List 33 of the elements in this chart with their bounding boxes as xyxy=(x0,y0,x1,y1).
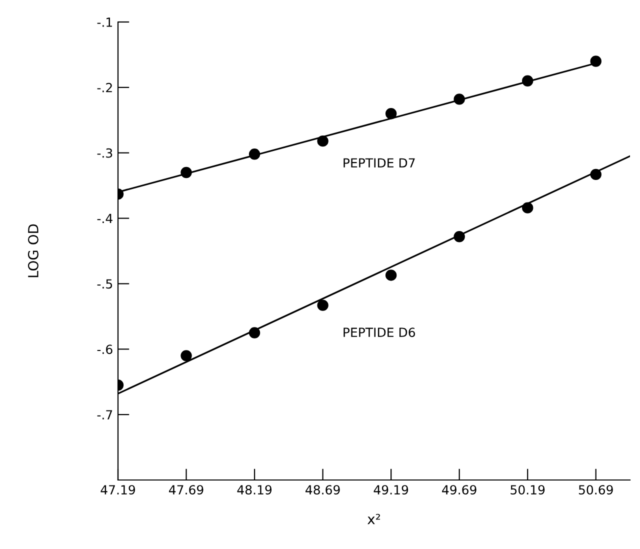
y-tick-label: -.1 xyxy=(97,18,112,27)
x-tick-label: 48.69 xyxy=(306,485,340,495)
x-tick-label: 49.69 xyxy=(442,485,476,495)
x-tick-label: 50.19 xyxy=(510,485,545,495)
point xyxy=(590,56,602,67)
point xyxy=(248,148,260,160)
y-tick-label: -.4 xyxy=(97,214,112,224)
point xyxy=(385,270,397,281)
y-tick-label: -.3 xyxy=(97,148,112,158)
y-tick-label: -.2 xyxy=(97,82,112,92)
x-tick-label: 50.69 xyxy=(578,485,613,495)
x-axis-title: x² xyxy=(368,514,380,524)
x-tick-label: 49.19 xyxy=(374,485,408,495)
annotation: PEPTIDE D7 xyxy=(344,158,415,168)
point xyxy=(385,108,397,120)
point xyxy=(454,94,465,105)
annotation: PEPTIDE D6 xyxy=(344,328,416,338)
y-tick-label: -.5 xyxy=(97,279,112,289)
x-tick-label: 47.19 xyxy=(100,485,136,495)
point xyxy=(454,231,465,242)
x-tick-label: 48.19 xyxy=(237,485,272,495)
x-tick-label: 47.69 xyxy=(168,485,204,495)
point xyxy=(248,327,260,338)
point xyxy=(180,350,192,362)
y-tick-label: -.7 xyxy=(97,410,112,420)
point xyxy=(180,166,192,178)
y-axis-title: LOG OD xyxy=(28,224,38,278)
point xyxy=(317,135,328,147)
point xyxy=(317,300,328,311)
point xyxy=(590,168,602,180)
point xyxy=(522,75,534,86)
point xyxy=(522,202,534,214)
y-tick-label: -.6 xyxy=(97,344,112,354)
